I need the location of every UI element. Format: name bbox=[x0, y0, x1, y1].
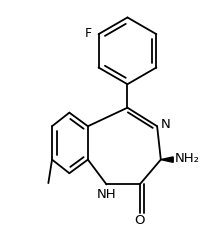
Text: O: O bbox=[135, 214, 145, 227]
Text: N: N bbox=[161, 118, 170, 130]
Text: NH: NH bbox=[97, 188, 117, 201]
Text: NH₂: NH₂ bbox=[175, 152, 200, 165]
Polygon shape bbox=[161, 157, 173, 162]
Text: F: F bbox=[84, 27, 92, 40]
